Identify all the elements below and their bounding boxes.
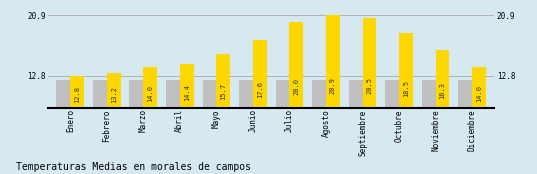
Text: 20.5: 20.5 xyxy=(366,77,373,94)
Bar xyxy=(70,76,84,108)
Bar xyxy=(56,80,70,108)
Bar xyxy=(202,80,216,108)
Bar xyxy=(166,80,180,108)
Bar xyxy=(180,64,194,108)
Text: 13.2: 13.2 xyxy=(111,86,117,103)
Text: 14.0: 14.0 xyxy=(476,85,482,102)
Bar xyxy=(129,80,143,108)
Text: 18.5: 18.5 xyxy=(403,80,409,97)
Bar xyxy=(385,80,399,108)
Bar xyxy=(143,67,157,108)
Bar xyxy=(399,33,413,108)
Bar xyxy=(326,15,340,108)
Bar xyxy=(472,67,486,108)
Bar xyxy=(349,80,362,108)
Bar xyxy=(289,22,303,108)
Text: 17.6: 17.6 xyxy=(257,81,263,98)
Text: Temperaturas Medias en morales de campos: Temperaturas Medias en morales de campos xyxy=(16,162,251,172)
Bar xyxy=(422,80,436,108)
Bar xyxy=(362,18,376,108)
Bar xyxy=(275,80,289,108)
Bar xyxy=(458,80,472,108)
Bar xyxy=(107,73,121,108)
Text: 20.9: 20.9 xyxy=(330,77,336,94)
Text: 12.8: 12.8 xyxy=(74,86,80,103)
Bar xyxy=(253,40,267,108)
Text: 16.3: 16.3 xyxy=(439,82,446,99)
Bar xyxy=(312,80,326,108)
Bar xyxy=(216,54,230,108)
Bar xyxy=(436,50,449,108)
Text: 14.0: 14.0 xyxy=(147,85,153,102)
Text: 20.0: 20.0 xyxy=(293,78,300,95)
Bar xyxy=(239,80,253,108)
Text: 14.4: 14.4 xyxy=(184,84,190,101)
Bar xyxy=(93,80,107,108)
Text: 15.7: 15.7 xyxy=(220,83,226,100)
